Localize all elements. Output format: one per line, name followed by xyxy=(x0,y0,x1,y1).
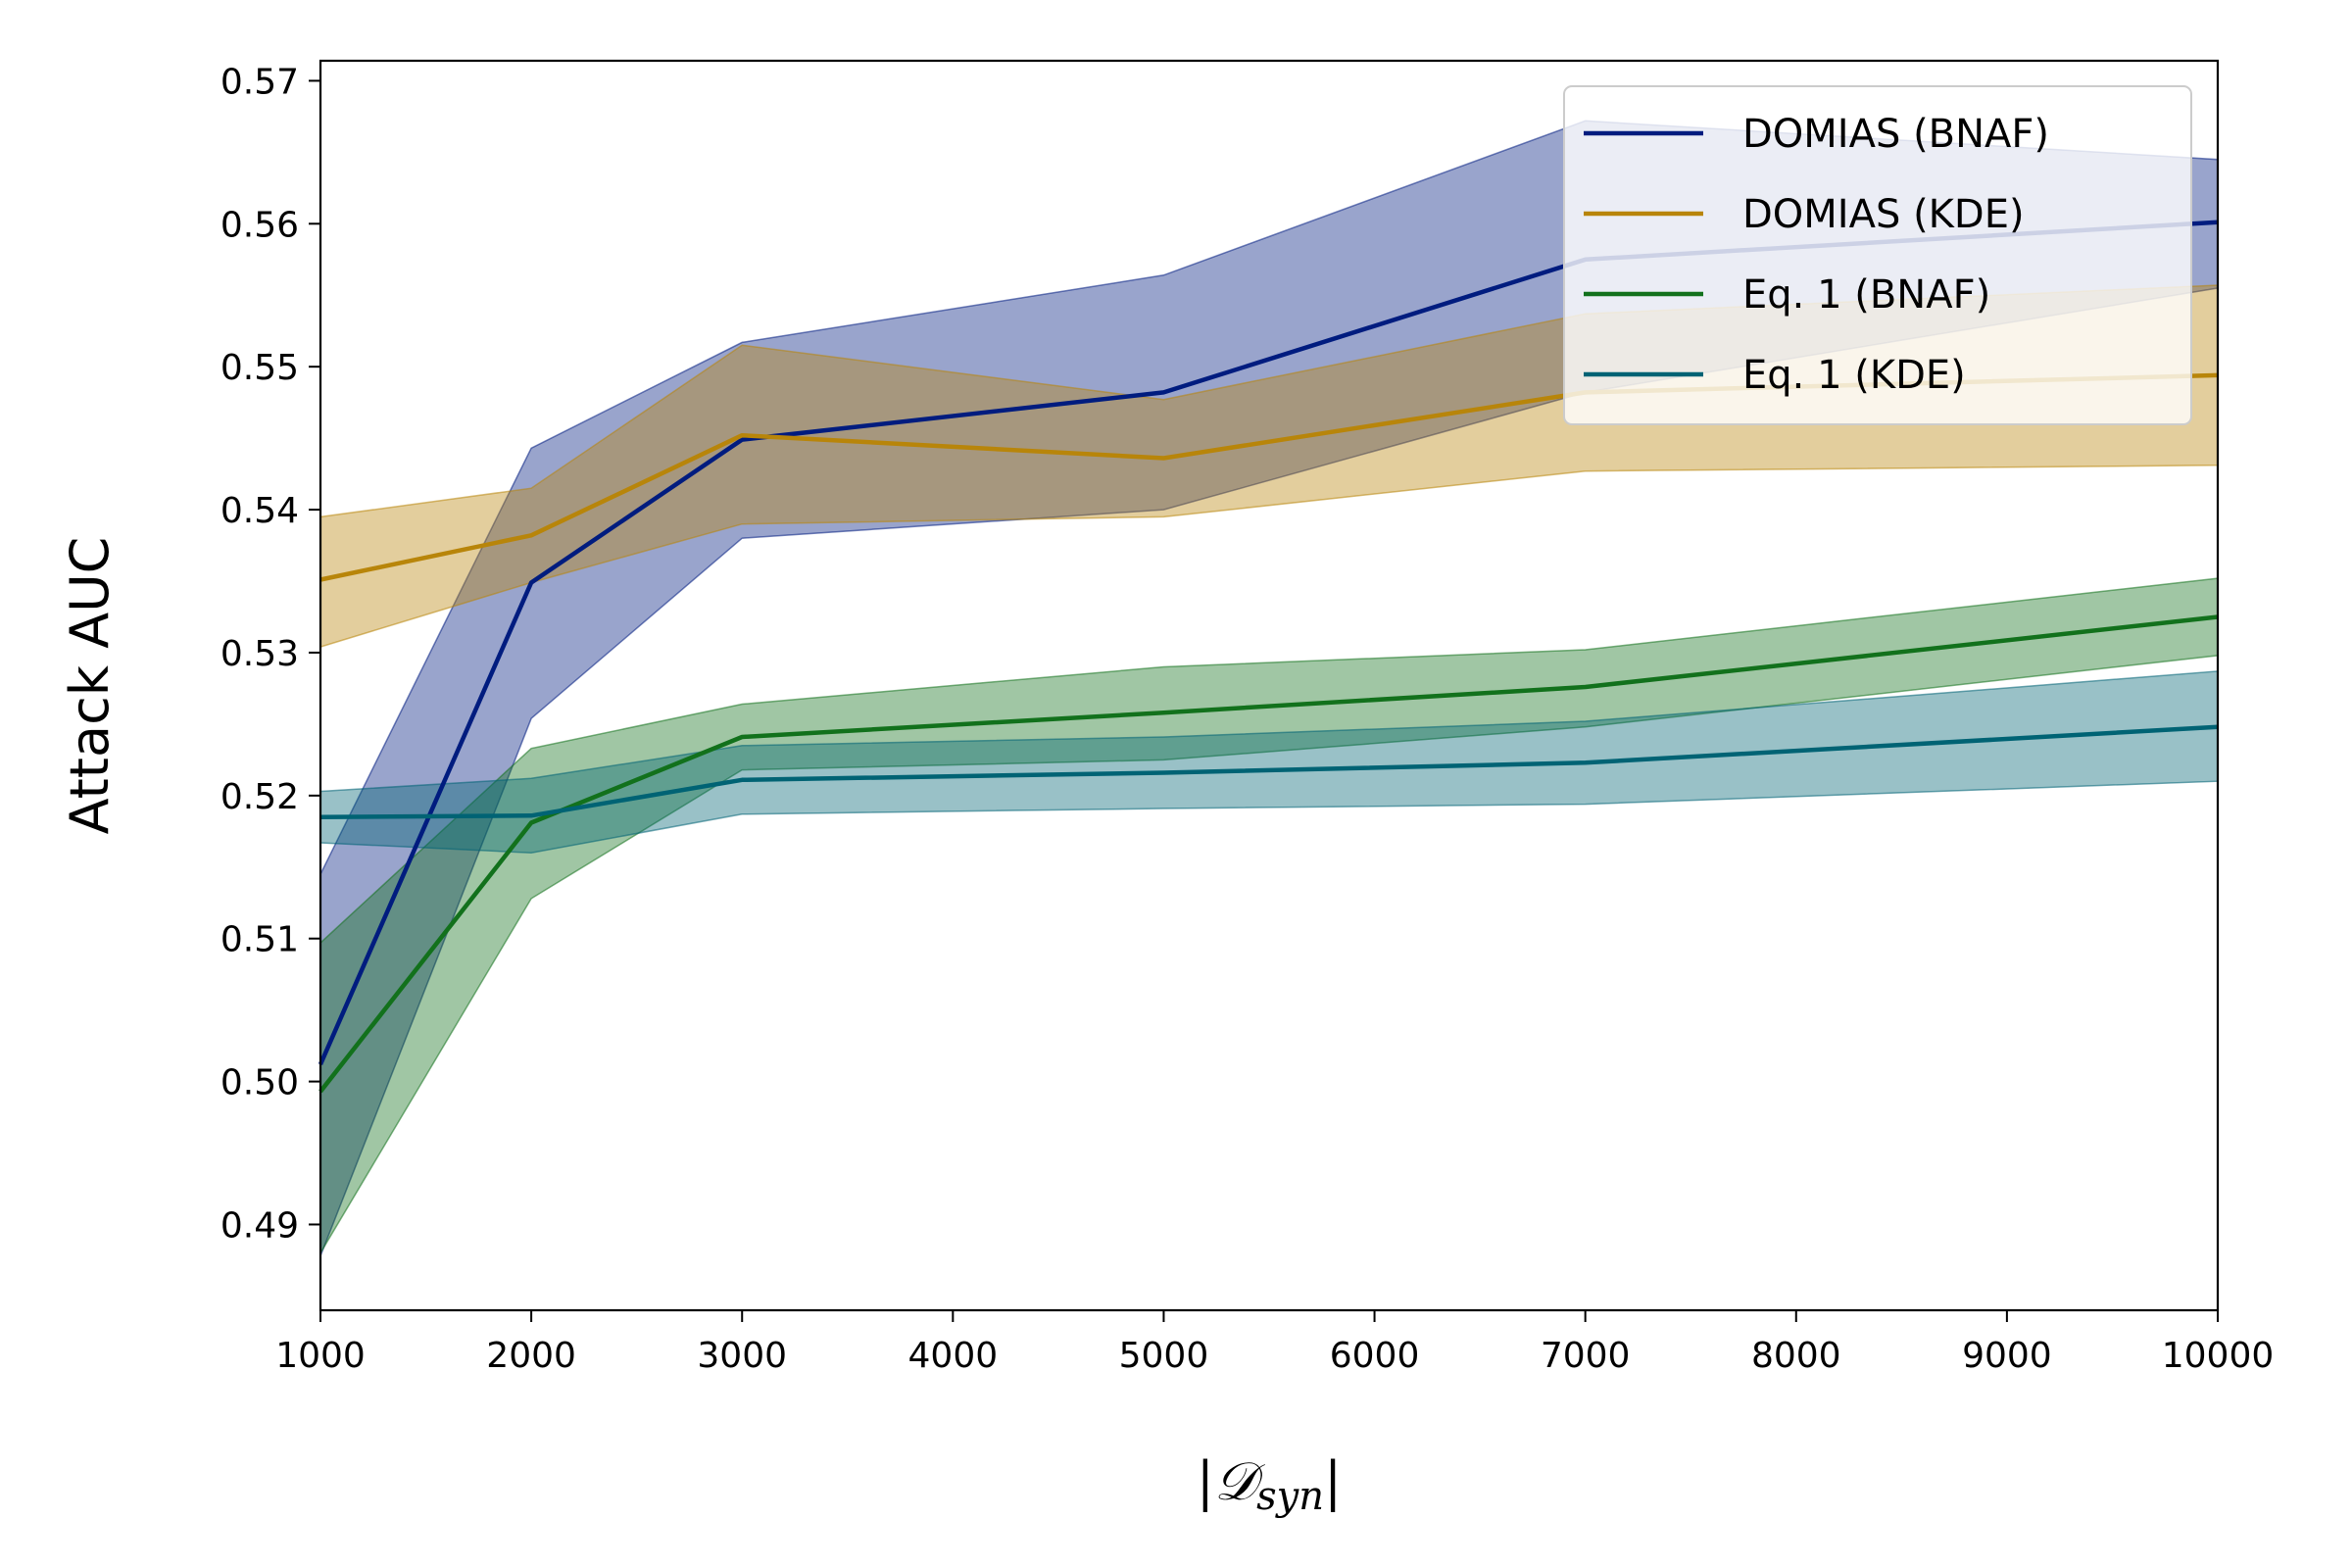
x-tick-label: 4000 xyxy=(908,1336,999,1376)
x-axis-ticks: 1000 2000 3000 4000 5000 6000 7000 8000 9000 1000… xyxy=(275,1310,2274,1376)
x-tick-label: 2000 xyxy=(486,1336,576,1376)
legend-label-1: DOMIAS (BNAF) xyxy=(1742,112,2049,157)
x-tick-label: 8000 xyxy=(1751,1336,1841,1376)
legend: DOMIAS (BNAF) DOMIAS (KDE) Eq. 1 (BNAF) Eq.… xyxy=(1563,85,2192,425)
series-lines xyxy=(318,220,2219,1094)
y-tick-label: 0.56 xyxy=(220,205,299,245)
plot-frame xyxy=(318,59,2220,1312)
x-tick-label: 10000 xyxy=(2162,1336,2275,1376)
legend-label-2: DOMIAS (KDE) xyxy=(1742,192,2025,237)
x-tick-label: 9000 xyxy=(1962,1336,2052,1376)
x-tick-label: 3000 xyxy=(697,1336,787,1376)
y-axis-ticks: 0.49 0.50 0.51 0.52 0.53 0.54 0.55 0.56 0.57 xyxy=(220,62,320,1246)
line-series-4 xyxy=(319,724,2219,819)
y-tick-label: 0.49 xyxy=(220,1205,299,1246)
legend-label-3: Eq. 1 (BNAF) xyxy=(1742,272,1990,318)
x-axis-label-bar-right: | xyxy=(1324,1450,1342,1512)
legend-box xyxy=(1563,85,2192,425)
x-tick-label: 1000 xyxy=(275,1336,366,1376)
y-tick-label: 0.50 xyxy=(220,1063,299,1103)
y-axis-label: Attack AUC xyxy=(59,537,121,835)
x-tick-label: 7000 xyxy=(1541,1336,1631,1376)
x-axis-label-subscript: syn xyxy=(1256,1474,1324,1519)
x-tick-label: 5000 xyxy=(1119,1336,1209,1376)
y-tick-label: 0.55 xyxy=(220,348,299,388)
y-tick-label: 0.53 xyxy=(220,634,299,674)
y-tick-label: 0.54 xyxy=(220,491,299,531)
x-axis-label-bar-left: | xyxy=(1197,1450,1214,1512)
y-tick-label: 0.51 xyxy=(220,920,299,960)
y-tick-label: 0.52 xyxy=(220,777,299,817)
x-tick-label: 6000 xyxy=(1330,1336,1420,1376)
line-series-3 xyxy=(318,614,2219,1094)
y-tick-label: 0.57 xyxy=(220,62,299,102)
legend-label-4: Eq. 1 (KDE) xyxy=(1742,353,1966,398)
